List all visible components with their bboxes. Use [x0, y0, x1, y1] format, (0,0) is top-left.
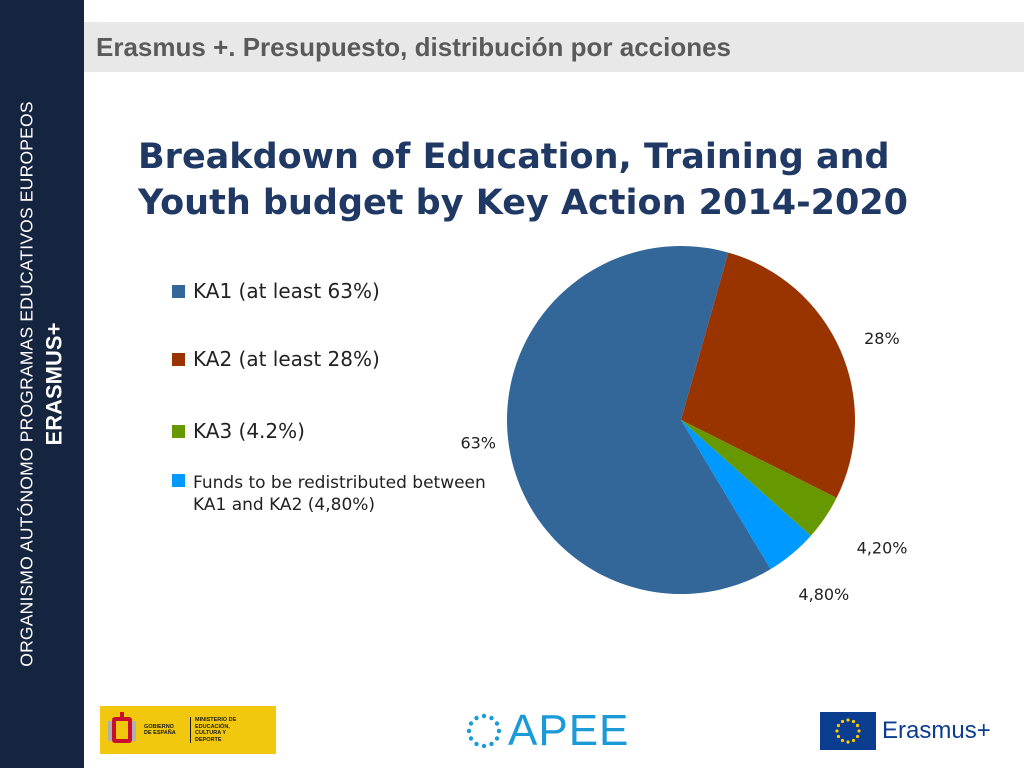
legend-label-ka2: KA2 (at least 28%): [193, 347, 380, 371]
spain-crest-icon: [108, 712, 136, 743]
pie-slice-funds: [681, 420, 811, 570]
header-band: Erasmus +. Presupuesto, distribución por…: [84, 22, 1024, 72]
chart-title-line-1: Breakdown of Education, Training and: [138, 137, 890, 177]
spain-logo-text: GOBIERNO DE ESPAÑA: [144, 723, 176, 737]
pie-slice-ka3: [681, 420, 837, 536]
pie-chart: 63% 28% 4,20% 4,80%: [460, 245, 908, 604]
eu-flag-icon: [820, 712, 876, 750]
star-circle-icon: [466, 713, 502, 749]
page-title: Erasmus +. Presupuesto, distribución por…: [96, 32, 732, 62]
erasmus-logo-text: Erasmus+: [882, 717, 991, 744]
legend-item-funds: Funds to be redistributed between KA1 an…: [172, 472, 493, 516]
legend-item-ka3: KA3 (4.2%): [172, 418, 305, 444]
slice-label-ka2: 28%: [864, 329, 900, 348]
legend-label-ka1: KA1 (at least 63%): [193, 279, 380, 303]
erasmus-plus-logo: Erasmus+: [820, 712, 991, 750]
slice-label-funds: 4,80%: [798, 585, 849, 604]
legend-swatch-ka2: [172, 353, 185, 366]
legend-swatch-ka3: [172, 425, 185, 438]
slice-label-ka3: 4,20%: [857, 539, 908, 558]
organization-name: ORGANISMO AUTÓNOMO PROGRAMAS EDUCATIVOS …: [16, 101, 37, 667]
legend-label-funds: Funds to be redistributed between KA1 an…: [193, 473, 486, 515]
apee-logo-text: APEE: [508, 706, 630, 755]
legend-label-ka3: KA3 (4.2%): [193, 419, 305, 443]
legend-swatch-ka1: [172, 285, 185, 298]
sidebar-vertical-text: ORGANISMO AUTÓNOMO PROGRAMAS EDUCATIVOS …: [17, 101, 68, 666]
spain-government-logo: GOBIERNO DE ESPAÑA MINISTERIO DE EDUCACI…: [100, 706, 276, 754]
sidebar: ORGANISMO AUTÓNOMO PROGRAMAS EDUCATIVOS …: [0, 0, 84, 768]
legend-item-ka2: KA2 (at least 28%): [172, 346, 380, 372]
program-name: ERASMUS+: [41, 322, 67, 446]
apee-logo: APEE: [462, 708, 629, 754]
pie-slice-ka2: [681, 252, 855, 498]
slice-label-ka1: 63%: [460, 434, 496, 453]
chart-title-line-2: Youth budget by Key Action 2014-2020: [138, 183, 909, 223]
chart-title: Breakdown of Education, Training and You…: [138, 134, 998, 226]
legend-swatch-funds: [172, 474, 185, 487]
legend-item-ka1: KA1 (at least 63%): [172, 278, 380, 304]
ministry-logo-text: MINISTERIO DE EDUCACIÓN, CULTURA Y DEPOR…: [190, 717, 250, 743]
pie-slice-ka1: [507, 245, 771, 595]
